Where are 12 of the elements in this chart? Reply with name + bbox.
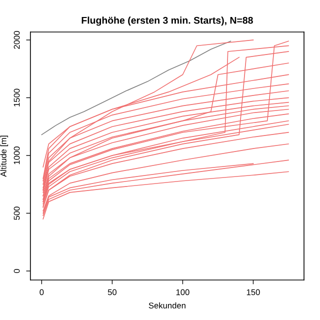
x-axis-title: Sekunden bbox=[148, 302, 186, 308]
x-tick-label: 0 bbox=[40, 289, 44, 296]
y-tick-label: 500 bbox=[14, 206, 20, 220]
x-tick-label: 100 bbox=[176, 289, 190, 296]
y-tick-label: 1500 bbox=[14, 88, 20, 106]
x-tick-label: 150 bbox=[246, 289, 260, 296]
y-tick-label: 0 bbox=[14, 269, 20, 273]
y-tick-label: 2000 bbox=[14, 31, 20, 49]
x-tick-label: 50 bbox=[108, 289, 117, 296]
y-tick-label: 1000 bbox=[14, 146, 20, 164]
y-axis-title: Altitude [m] bbox=[0, 136, 8, 177]
chart-title: Flughöhe (ersten 3 min. Starts), N=88 bbox=[82, 16, 253, 26]
